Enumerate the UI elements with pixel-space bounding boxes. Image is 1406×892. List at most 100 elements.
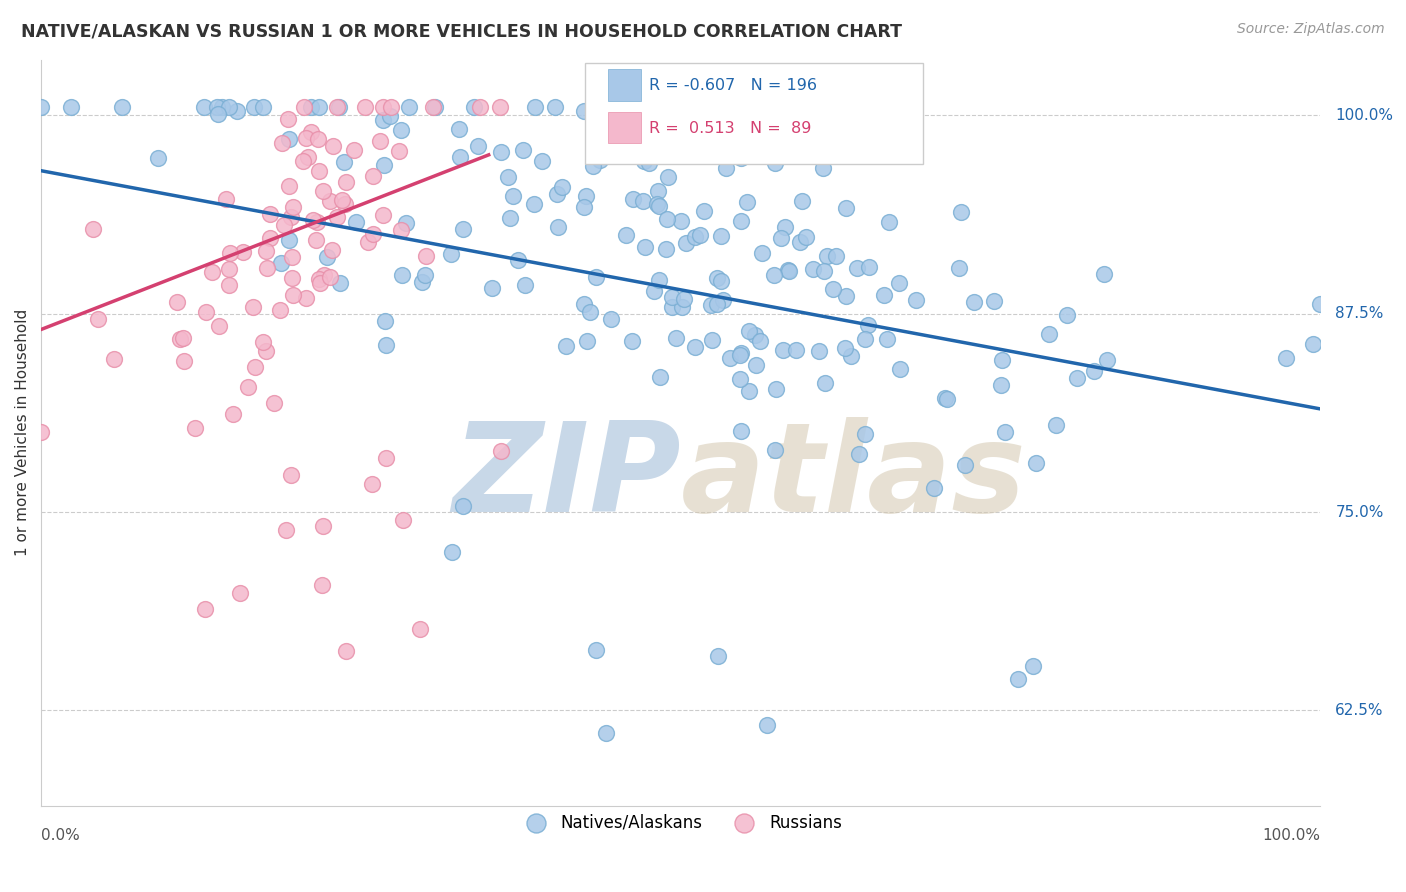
Point xyxy=(305,233,328,247)
Point xyxy=(299,125,322,139)
Point xyxy=(111,100,134,114)
Point xyxy=(312,268,335,283)
Point xyxy=(700,333,723,347)
Point xyxy=(623,100,645,114)
Text: 0.0%: 0.0% xyxy=(41,828,80,843)
Point xyxy=(375,450,398,465)
Point xyxy=(772,343,794,358)
Point xyxy=(82,222,104,236)
Point xyxy=(794,230,817,244)
Point xyxy=(291,154,314,169)
Point xyxy=(373,207,395,221)
Point xyxy=(778,263,800,277)
Point xyxy=(700,298,723,312)
Point xyxy=(252,335,274,350)
FancyBboxPatch shape xyxy=(607,112,641,143)
Point xyxy=(361,227,384,241)
Point xyxy=(322,138,344,153)
Point xyxy=(280,467,302,482)
Point xyxy=(672,293,695,307)
Point xyxy=(277,112,299,127)
Point xyxy=(683,340,706,354)
Point xyxy=(633,153,655,168)
Point xyxy=(243,100,266,114)
Point xyxy=(922,481,945,495)
Point xyxy=(600,311,623,326)
Point xyxy=(319,194,342,208)
Point xyxy=(813,264,835,278)
Point xyxy=(103,351,125,366)
Point xyxy=(994,425,1017,439)
Point xyxy=(661,290,683,304)
Point xyxy=(276,523,298,537)
Point xyxy=(641,100,664,114)
Point xyxy=(422,100,444,114)
Point xyxy=(574,104,596,119)
Point xyxy=(343,143,366,157)
Point xyxy=(311,578,333,592)
Point xyxy=(821,282,844,296)
Y-axis label: 1 or more Vehicles in Household: 1 or more Vehicles in Household xyxy=(15,309,30,557)
Point xyxy=(934,391,956,405)
Point xyxy=(307,215,329,229)
Point xyxy=(650,370,672,384)
Point xyxy=(789,235,811,250)
Point xyxy=(655,211,678,226)
Point xyxy=(990,377,1012,392)
Text: NATIVE/ALASKAN VS RUSSIAN 1 OR MORE VEHICLES IN HOUSEHOLD CORRELATION CHART: NATIVE/ALASKAN VS RUSSIAN 1 OR MORE VEHI… xyxy=(21,22,903,40)
Point xyxy=(1095,353,1118,368)
Point xyxy=(218,261,240,276)
Point xyxy=(468,100,491,114)
Point xyxy=(671,213,693,227)
Point xyxy=(388,144,411,158)
Point xyxy=(953,458,976,472)
Point xyxy=(59,100,82,114)
Point xyxy=(380,100,402,114)
Point xyxy=(335,644,357,658)
Point xyxy=(876,332,898,346)
Point xyxy=(585,643,607,657)
Point xyxy=(877,215,900,229)
Point xyxy=(631,100,654,114)
Point xyxy=(371,100,394,114)
Point xyxy=(689,227,711,242)
Point xyxy=(30,425,52,439)
Point xyxy=(295,130,318,145)
Point xyxy=(991,352,1014,367)
Point xyxy=(572,297,595,311)
Point xyxy=(755,718,778,732)
Point xyxy=(353,100,375,114)
Point xyxy=(751,245,773,260)
Point xyxy=(749,334,772,348)
Point xyxy=(441,545,464,559)
Point xyxy=(378,109,401,123)
Point xyxy=(1056,308,1078,322)
Point xyxy=(839,350,862,364)
Point xyxy=(308,163,330,178)
Point xyxy=(330,193,353,207)
Point xyxy=(302,212,325,227)
Point xyxy=(657,169,679,184)
Point xyxy=(891,142,914,156)
Point xyxy=(398,100,420,114)
Point xyxy=(373,158,395,172)
Point xyxy=(271,136,294,151)
Point xyxy=(770,231,793,245)
Point xyxy=(214,193,236,207)
Point xyxy=(711,293,734,307)
Point xyxy=(218,278,240,293)
Point xyxy=(1092,267,1115,281)
Point xyxy=(579,304,602,318)
Point xyxy=(706,270,728,285)
Point xyxy=(391,513,413,527)
Point xyxy=(835,201,858,215)
Point xyxy=(259,207,281,221)
Point xyxy=(1083,363,1105,377)
Point xyxy=(391,268,413,283)
Point xyxy=(887,276,910,290)
Point xyxy=(785,343,807,357)
Point xyxy=(661,300,683,314)
Point xyxy=(328,100,350,114)
Point xyxy=(506,252,529,267)
Point xyxy=(546,187,568,202)
